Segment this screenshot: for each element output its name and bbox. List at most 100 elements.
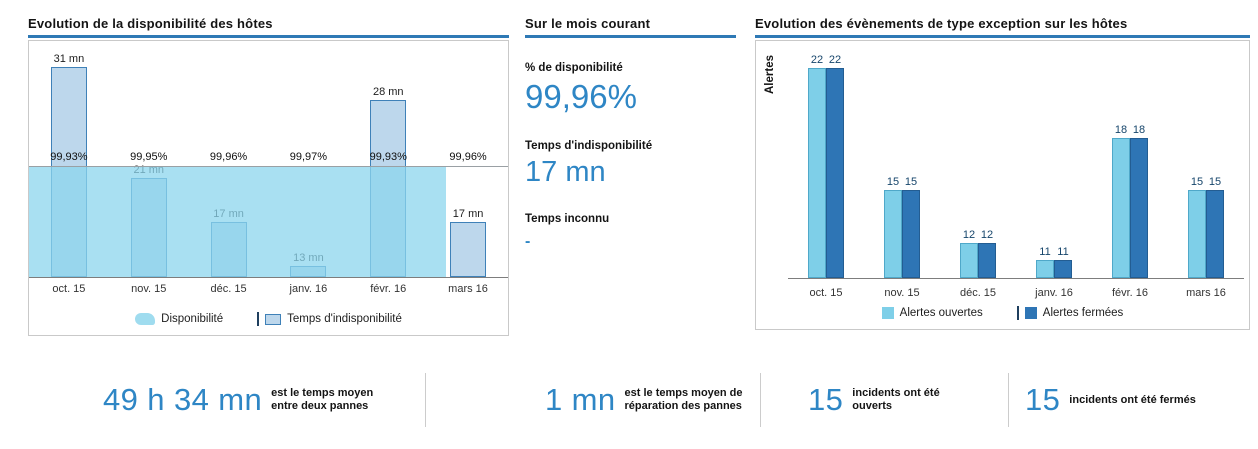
- current-month-title: Sur le mois courant: [525, 16, 736, 38]
- closed-alerts-bar-unit: 18: [1129, 47, 1148, 278]
- kpi-incidents-closed: 15 incidents ont été fermés: [1025, 372, 1196, 428]
- stat-downtime: Temps d'indisponibilité 17 mn: [525, 140, 736, 189]
- legend-tick-icon: [257, 312, 260, 326]
- closed-alerts-bar: [1129, 138, 1148, 278]
- open-alerts-bar-unit: 22: [807, 47, 826, 278]
- alert-count-label: 12: [980, 229, 994, 241]
- x-axis-label: nov. 15: [884, 287, 920, 299]
- availability-panel: Evolution de la disponibilité des hôtes …: [28, 16, 509, 336]
- alerts-legend: Alertes ouvertes Alertes fermées: [756, 306, 1249, 320]
- alert-count-label: 18: [1132, 124, 1146, 136]
- open-alerts-bar: [1035, 260, 1054, 278]
- bar-group: 12 12: [940, 47, 1016, 278]
- bar-unit: 17 mn: [428, 45, 508, 277]
- availability-pct-label: 99,96%: [449, 151, 487, 163]
- area-series-icon: [135, 313, 156, 325]
- downtime-bar: [450, 222, 487, 277]
- open-alerts-bar-unit: 15: [883, 47, 902, 278]
- alert-count-label: 12: [962, 229, 976, 241]
- kpi-value: 15: [1025, 382, 1061, 417]
- legend-label: Temps d'indisponibilité: [287, 313, 402, 325]
- legend-label: Alertes ouvertes: [899, 307, 983, 319]
- availability-pct-label: 99,95%: [130, 151, 168, 163]
- kpi-desc-line2: réparation des pannes: [624, 400, 742, 412]
- kpi-value: 1 mn: [545, 382, 616, 417]
- open-alerts-bar: [807, 68, 826, 278]
- x-axis-label: déc. 15: [210, 283, 247, 295]
- open-alerts-bar-unit: 15: [1187, 47, 1206, 278]
- kpi-desc-line1: incidents ont été: [852, 387, 940, 399]
- bar-group: 15 15: [1168, 47, 1244, 278]
- availability-pct-label: 99,96%: [209, 151, 248, 163]
- alert-count-label: 11: [1057, 246, 1069, 258]
- legend-item-indisponibilite: Temps d'indisponibilité: [257, 312, 402, 326]
- closed-alerts-bar: [1053, 260, 1072, 278]
- alert-count-label: 22: [810, 54, 824, 66]
- stat-unknown-time: Temps inconnu -: [525, 213, 736, 251]
- closed-alerts-bar: [825, 68, 844, 278]
- alert-count-label: 15: [886, 176, 900, 188]
- kpi-divider: [760, 373, 761, 427]
- downtime-value-label: 31 mn: [53, 53, 85, 65]
- legend-label: Disponibilité: [161, 313, 224, 325]
- kpi-desc-line1: incidents ont été fermés: [1069, 393, 1196, 406]
- closed-alerts-bar: [901, 190, 920, 278]
- legend-tick-icon: [1016, 306, 1019, 320]
- closed-alerts-bar-unit: 15: [1205, 47, 1224, 278]
- downtime-value-label: 28 mn: [372, 86, 404, 98]
- kpi-desc-line1: est le temps moyen: [271, 387, 374, 399]
- open-alerts-bar-unit: 12: [959, 47, 978, 278]
- chart-column: 15 15: [864, 47, 940, 278]
- stat-label: Temps inconnu: [525, 213, 610, 225]
- availability-pct-label: 99,97%: [289, 151, 328, 163]
- x-axis-label: janv. 16: [289, 283, 328, 295]
- legend-item-disponibilite: Disponibilité: [135, 313, 223, 325]
- x-axis-label: févr. 16: [370, 283, 407, 295]
- closed-alerts-bar-unit: 12: [977, 47, 996, 278]
- kpi-mean-time-between-failures: 49 h 34 mn est le temps moyen entre deux…: [103, 372, 373, 428]
- availability-chart-title: Evolution de la disponibilité des hôtes: [28, 16, 509, 38]
- stat-label: % de disponibilité: [525, 62, 623, 74]
- alert-count-label: 15: [1190, 176, 1204, 188]
- stat-value-availability-pct: 99,96%: [525, 78, 637, 115]
- kpi-description: est le temps moyen entre deux pannes: [271, 387, 373, 413]
- alert-count-label: 22: [828, 54, 842, 66]
- kpi-value: 49 h 34 mn: [103, 382, 263, 417]
- kpi-value: 15: [808, 382, 844, 417]
- x-axis-label: oct. 15: [809, 287, 843, 299]
- stat-value-downtime: 17 mn: [525, 156, 606, 188]
- x-axis-label: févr. 16: [1111, 287, 1149, 299]
- legend-item-alertes-ouvertes: Alertes ouvertes: [881, 307, 983, 319]
- alerts-x-axis: oct. 15 nov. 15 déc. 15 janv. 16 févr. 16 mar…: [788, 287, 1244, 299]
- chart-column: 22 22: [788, 47, 864, 278]
- stat-label: Temps d'indisponibilité: [525, 140, 653, 152]
- kpi-incidents-opened: 15 incidents ont été ouverts: [808, 372, 940, 428]
- x-axis-label: mars 16: [448, 283, 488, 295]
- availability-gridline: [29, 166, 508, 167]
- downtime-value-label: 17 mn: [452, 208, 484, 220]
- chart-column: 15 15: [1168, 47, 1244, 278]
- bar-group: 18 18: [1092, 47, 1168, 278]
- x-axis-label: janv. 16: [1035, 287, 1073, 299]
- chart-column: 17 mn 99,96%: [428, 45, 508, 277]
- kpi-divider: [425, 373, 426, 427]
- kpi-desc-line2: ouverts: [852, 400, 893, 412]
- closed-alerts-bar-unit: 15: [901, 47, 920, 278]
- open-alerts-bar: [959, 243, 978, 278]
- closed-alerts-bar: [977, 243, 996, 278]
- chart-column: 12 12: [940, 47, 1016, 278]
- kpi-row: 49 h 34 mn est le temps moyen entre deux…: [0, 372, 1258, 428]
- y-axis-label: Alertes: [764, 55, 776, 94]
- alert-count-label: 11: [1039, 246, 1051, 258]
- closed-alerts-series-icon: [1024, 307, 1037, 319]
- closed-alerts-bar-unit: 22: [825, 47, 844, 278]
- x-axis-label: mars 16: [1186, 287, 1226, 299]
- open-alerts-bar-unit: 11: [1035, 47, 1054, 278]
- availability-pct-label: 99,93%: [50, 151, 88, 163]
- downtime-series-icon: [265, 313, 282, 325]
- kpi-description: incidents ont été fermés: [1069, 394, 1196, 407]
- kpi-desc-line2: entre deux pannes: [271, 400, 369, 412]
- bar-group: 11 11: [1016, 47, 1092, 278]
- alert-count-label: 15: [904, 176, 918, 188]
